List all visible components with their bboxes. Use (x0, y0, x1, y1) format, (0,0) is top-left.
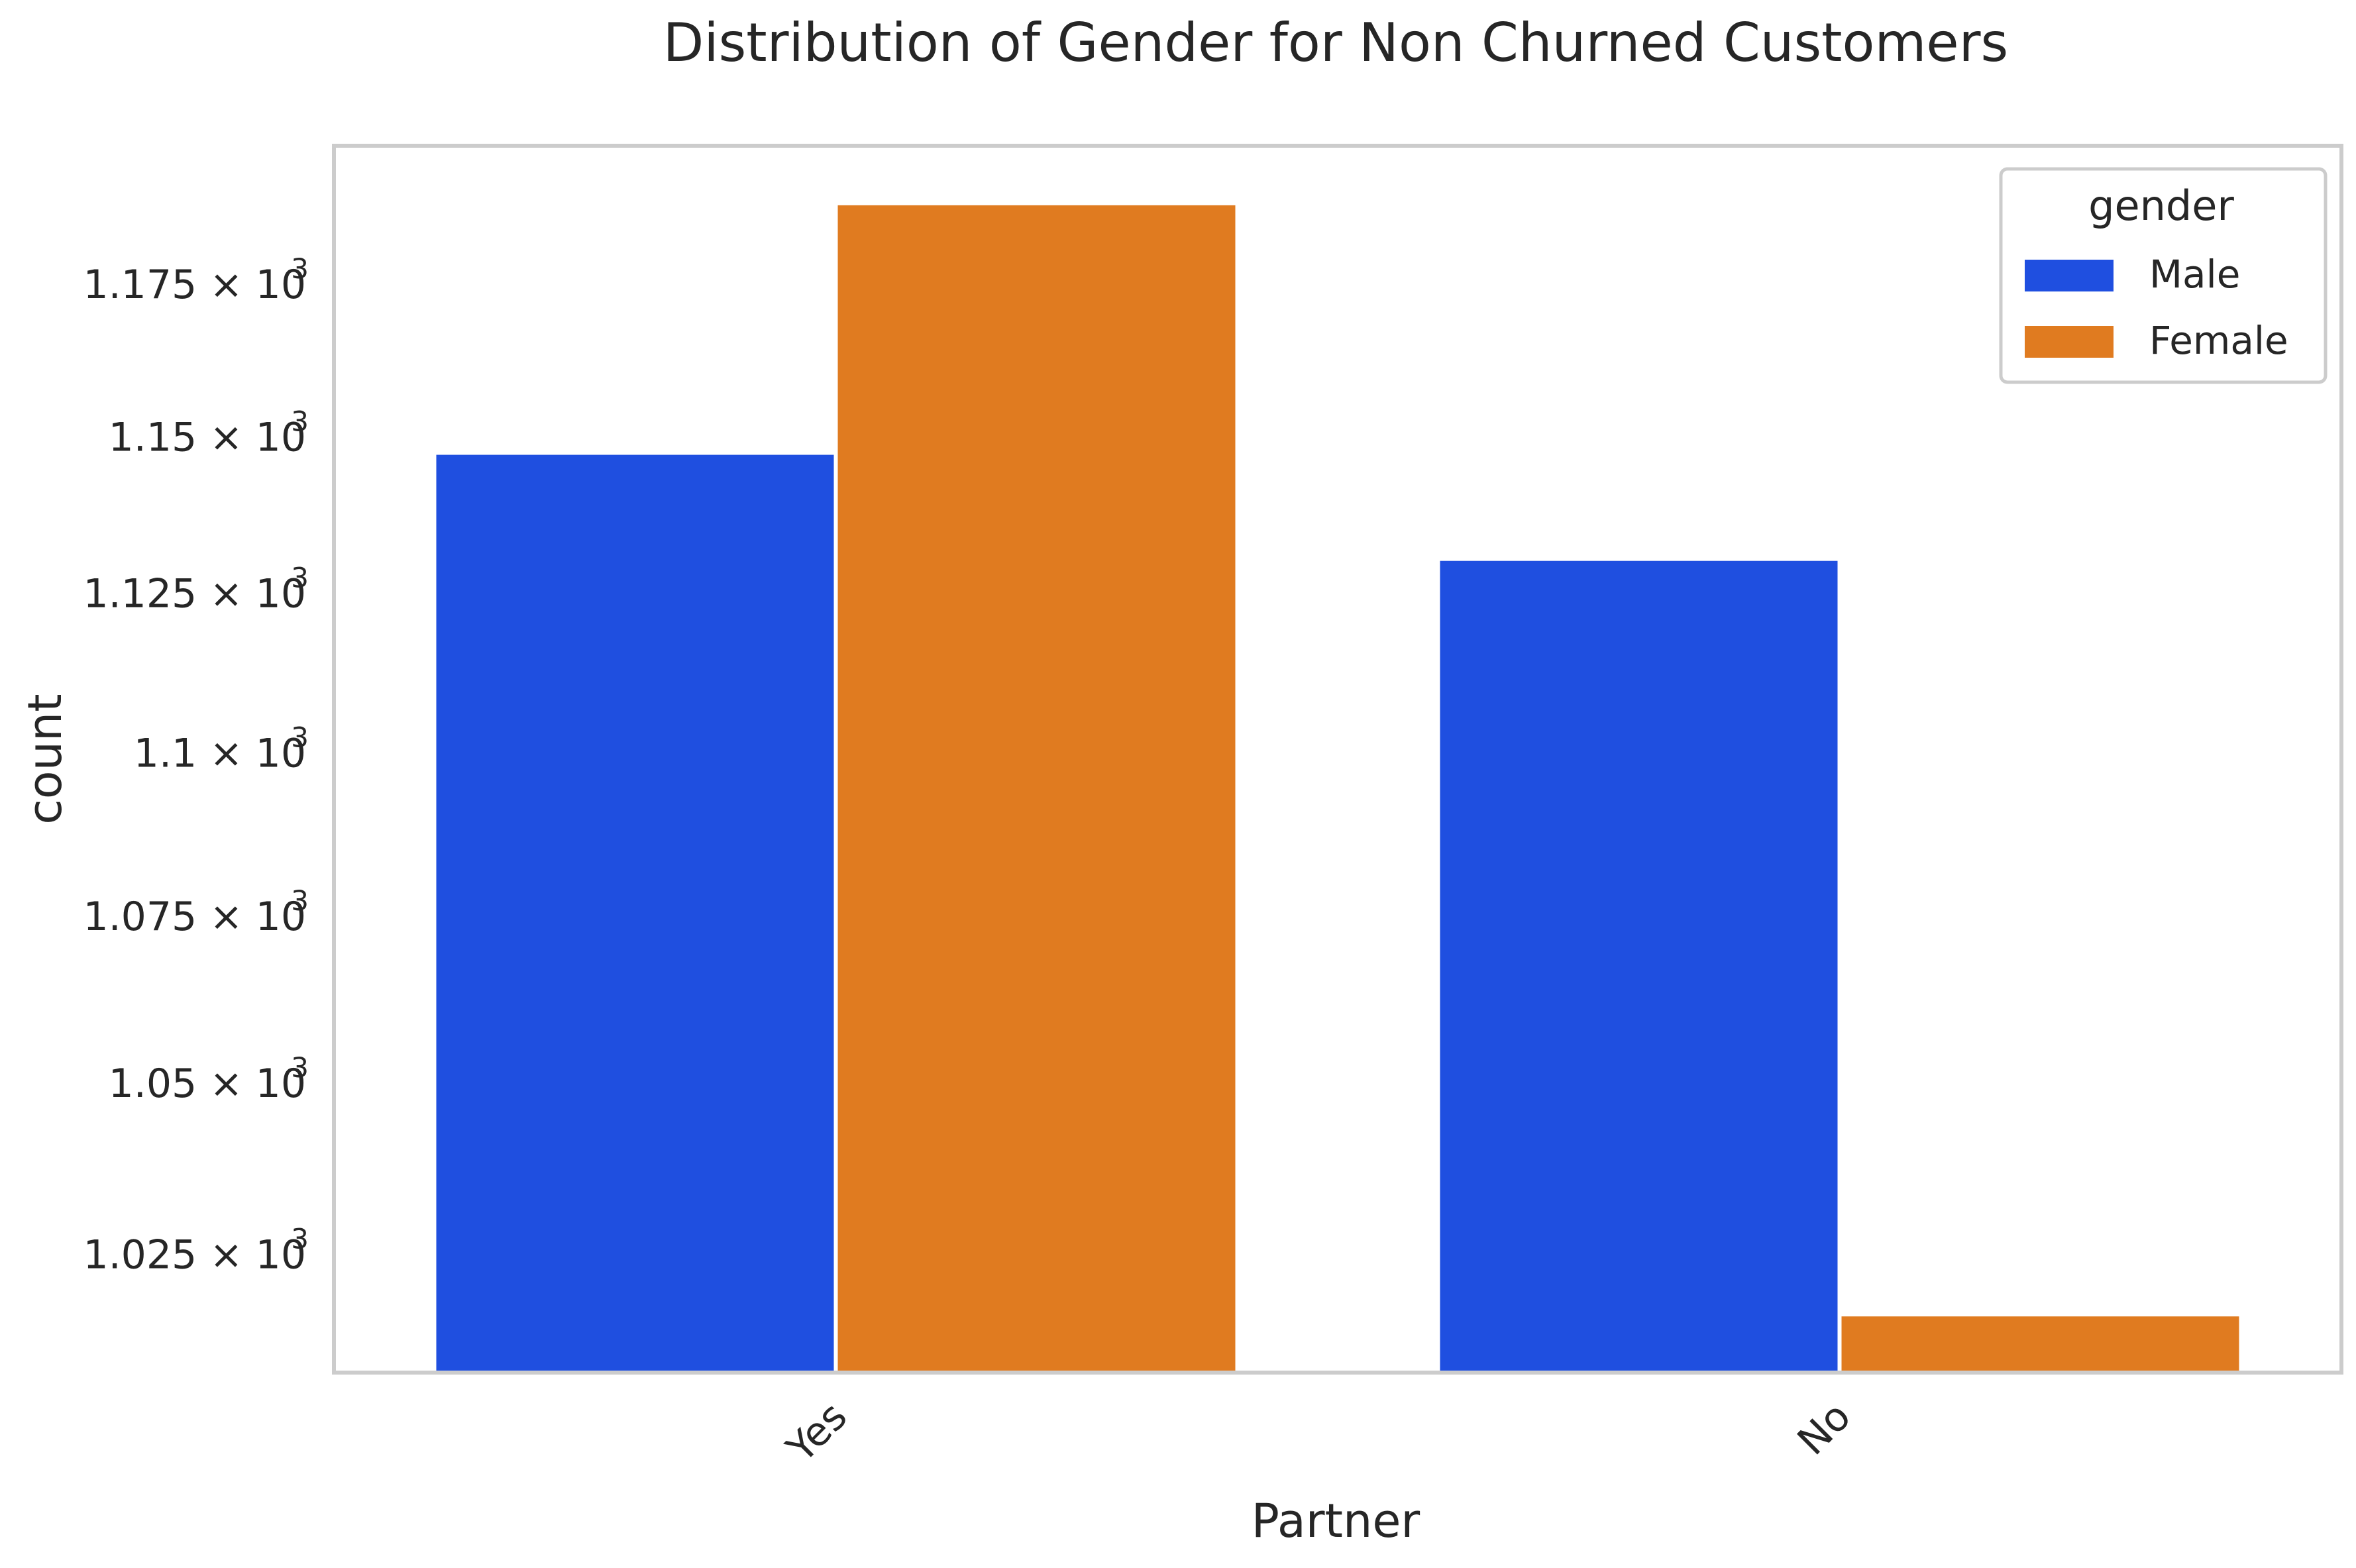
y-tick-exponent: 3 (291, 252, 309, 285)
y-tick-times: × (197, 415, 255, 461)
y-tick-base: 10 (256, 1232, 306, 1279)
legend-label: Male (2149, 252, 2240, 297)
x-tick-label: Yes (777, 1393, 856, 1472)
y-tick-times: × (197, 262, 255, 308)
legend-title: gender (2088, 182, 2234, 230)
legend-swatch (2025, 326, 2114, 358)
y-tick-exponent: 3 (291, 884, 309, 917)
legend-label: Female (2149, 318, 2288, 363)
y-tick-exponent: 3 (291, 1051, 309, 1084)
y-tick-mantissa: 1.175 (83, 262, 197, 308)
y-tick-label: 1.075 × 103 (83, 884, 309, 940)
y-tick-base: 10 (256, 415, 306, 461)
y-tick-exponent: 3 (291, 405, 309, 438)
y-tick-mantissa: 1.15 (109, 415, 197, 461)
y-tick-times: × (197, 730, 255, 776)
svg-text:1.025 × 10: 1.025 × 10 (83, 1232, 306, 1279)
y-tick-label: 1.025 × 103 (83, 1223, 309, 1279)
legend-item-male: Male (2025, 252, 2240, 297)
y-tick-label: 1.15 × 103 (109, 405, 309, 461)
y-tick-exponent: 3 (291, 721, 309, 753)
x-tick-labels: Yes No (777, 1393, 1860, 1472)
svg-text:1.1 × 10: 1.1 × 10 (134, 730, 306, 776)
y-tick-exponent: 3 (291, 1223, 309, 1255)
y-tick-label: 1.125 × 103 (83, 561, 309, 617)
y-tick-times: × (197, 1232, 255, 1279)
svg-text:1.125 × 10: 1.125 × 10 (83, 570, 306, 617)
y-tick-base: 10 (256, 1061, 306, 1107)
x-axis-label: Partner (1252, 1494, 1420, 1548)
svg-text:1.175 × 10: 1.175 × 10 (83, 262, 306, 308)
bar-male-yes (436, 454, 834, 1371)
y-tick-base: 10 (256, 894, 306, 940)
y-tick-mantissa: 1.075 (83, 894, 197, 940)
svg-text:1.075 × 10: 1.075 × 10 (83, 894, 306, 940)
y-tick-times: × (197, 570, 255, 617)
bar-female-no (1841, 1316, 2239, 1371)
y-tick-label: 1.1 × 103 (134, 721, 309, 776)
y-tick-label: 1.05 × 103 (109, 1051, 309, 1107)
y-tick-base: 10 (256, 262, 306, 308)
bars (436, 205, 2239, 1371)
y-tick-exponent: 3 (291, 561, 309, 594)
y-tick-mantissa: 1.125 (83, 570, 197, 617)
y-tick-times: × (197, 894, 255, 940)
legend: gender Male Female (1999, 167, 2328, 384)
y-tick-label: 1.175 × 103 (83, 252, 309, 308)
bar-female-yes (837, 205, 1236, 1371)
bar-male-no (1440, 560, 1838, 1371)
y-tick-base: 10 (256, 570, 306, 617)
y-tick-mantissa: 1.05 (109, 1061, 197, 1107)
svg-text:1.15 × 10: 1.15 × 10 (109, 415, 306, 461)
y-tick-times: × (197, 1061, 255, 1107)
x-tick-label: No (1789, 1393, 1860, 1464)
legend-swatch (2025, 260, 2114, 291)
y-tick-mantissa: 1.1 (134, 730, 197, 776)
chart-title: Distribution of Gender for Non Churned C… (663, 12, 2008, 74)
y-axis-label: count (18, 694, 72, 825)
y-tick-mantissa: 1.025 (83, 1232, 197, 1279)
svg-text:1.05 × 10: 1.05 × 10 (109, 1061, 306, 1107)
legend-item-female: Female (2025, 318, 2288, 363)
y-tick-base: 10 (256, 730, 306, 776)
